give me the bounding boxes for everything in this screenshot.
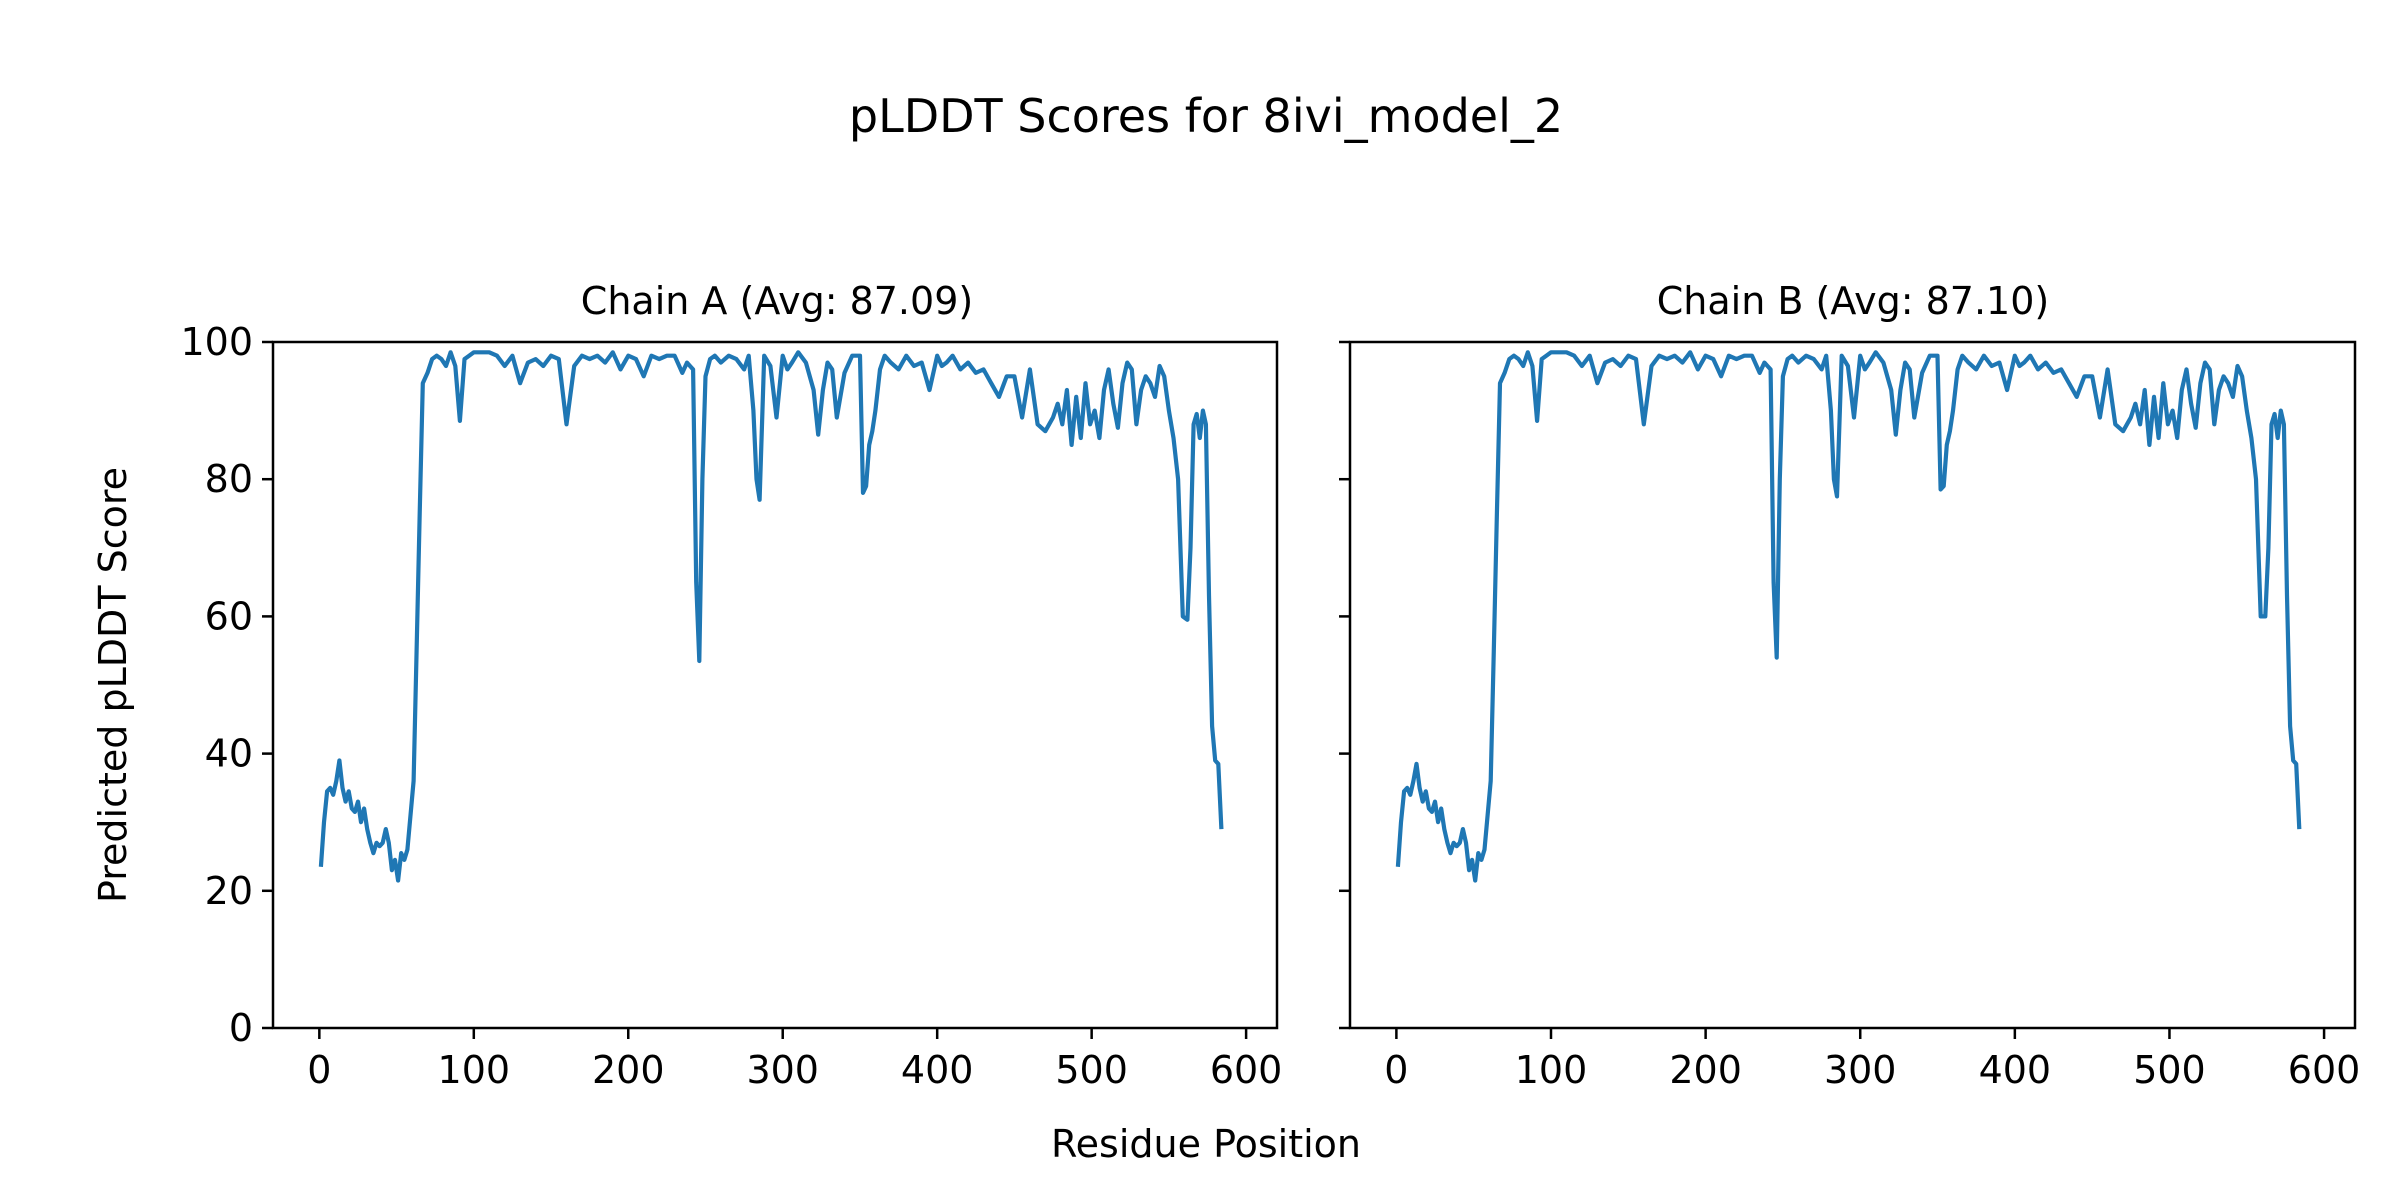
chain-a-x-tick-label: 100	[438, 1048, 511, 1092]
chain-a-x-tick-label: 200	[592, 1048, 665, 1092]
chain-a-y-tick-label: 80	[205, 457, 253, 501]
chain-b-x-tick-label: 500	[2133, 1048, 2206, 1092]
chain-b-x-tick-label: 600	[2288, 1048, 2361, 1092]
x-axis-label: Residue Position	[1051, 1122, 1361, 1166]
chain-a-x-tick-label: 400	[901, 1048, 974, 1092]
chain-b-x-tick-label: 300	[1824, 1048, 1897, 1092]
chain-a-y-tick-label: 60	[205, 594, 253, 638]
chain-b-x-tick-label: 100	[1515, 1048, 1588, 1092]
chain-b-x-tick-label: 400	[1979, 1048, 2052, 1092]
chain-b-plot-area: 0 100 200 300 400 500 600	[1339, 340, 2361, 1092]
chain-b-x-tick-label: 200	[1669, 1048, 1742, 1092]
chain-a-x-tick-label: 0	[307, 1048, 331, 1092]
chain-a-title: Chain A (Avg: 87.09)	[581, 279, 973, 323]
chain-a-y-tick-label: 20	[205, 869, 253, 913]
figure-title: pLDDT Scores for 8ivi_model_2	[849, 89, 1563, 143]
chain-a-x-tick-label: 500	[1055, 1048, 1128, 1092]
chain-b-axes-frame	[1348, 340, 2357, 1030]
chain-a-axes-frame	[271, 340, 1279, 1030]
chain-a-plot-area: 0 100 200 300 400 500 600 0 20 40 60 80 100	[180, 320, 1282, 1092]
chain-a-series-line	[318, 350, 1224, 883]
chain-b-title: Chain B (Avg: 87.10)	[1657, 279, 2049, 323]
chain-a-panel: Chain A (Avg: 87.09) 0 100 200 300 400 500 600…	[180, 279, 1282, 1092]
chain-a-y-tick-label: 40	[205, 732, 253, 776]
chain-a-y-tick-label: 100	[180, 320, 253, 364]
chain-b-x-tick-label: 0	[1384, 1048, 1408, 1092]
chain-b-panel: Chain B (Avg: 87.10) 0 100 200 300 400 500 600	[1339, 279, 2360, 1092]
chain-a-x-tick-label: 600	[1210, 1048, 1283, 1092]
chain-a-x-tick-label: 300	[746, 1048, 819, 1092]
chain-b-series-line	[1395, 350, 2302, 883]
chain-a-y-tick-label: 0	[229, 1006, 253, 1050]
y-axis-label: Predicted pLDDT Score	[91, 467, 135, 903]
